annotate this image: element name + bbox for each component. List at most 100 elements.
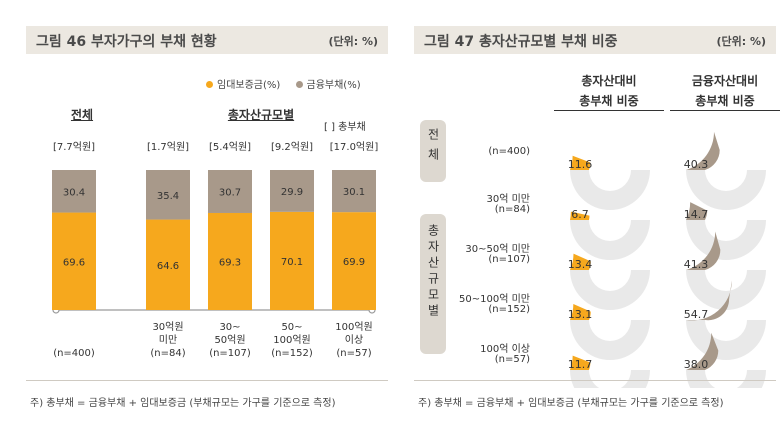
data-label-financial: 30.1 bbox=[343, 187, 365, 198]
donut-value-financial-assets bbox=[686, 280, 732, 321]
donut-value-total-assets bbox=[570, 155, 591, 170]
stacked-bar-chart: 69.6 30.4 [7.7억원] (n=400) 64.6 35.4 [1.7억원] 30억… bbox=[52, 141, 379, 359]
category-label: 30억원 bbox=[152, 321, 183, 333]
donut-background bbox=[686, 369, 766, 388]
donut-background bbox=[686, 319, 766, 360]
donut-value-total-assets bbox=[570, 253, 591, 270]
donut-value-label: 38.0 bbox=[684, 358, 709, 371]
bracket-total-debt-label: [ ] 총부채 bbox=[324, 122, 366, 133]
donut-value-total-assets bbox=[570, 211, 590, 220]
data-label-financial: 29.9 bbox=[281, 187, 303, 198]
group-size-header: 총자산규모별 bbox=[227, 108, 295, 122]
donut-background bbox=[570, 319, 650, 360]
sample-size-label: (n=400) bbox=[53, 348, 95, 359]
legend-swatch-mortgage bbox=[206, 81, 213, 88]
pill-total-text: 전체 bbox=[426, 128, 440, 168]
total-debt-label: [7.7억원] bbox=[53, 141, 95, 153]
donut-background bbox=[686, 219, 766, 260]
bar-financial bbox=[52, 170, 96, 213]
donut-value-label: 54.7 bbox=[684, 308, 709, 321]
data-label-financial: 35.4 bbox=[157, 191, 179, 202]
donut-value-label: 13.4 bbox=[568, 258, 593, 271]
figure-47-title: 그림 47 총자산규모별 부채 비중 bbox=[424, 34, 618, 50]
figure-47-panel: 그림 47 총자산규모별 부채 비중 (단위: %) 총자산대비 총부채 비중 … bbox=[414, 0, 780, 438]
figure-46-panel: 그림 46 부자가구의 부채 현황 (단위: %) 임대보증금(%) 금융부채(… bbox=[26, 0, 388, 438]
pill-total bbox=[420, 120, 446, 182]
donut-value-label: 11.6 bbox=[568, 158, 593, 171]
sample-size-label: (n=152) bbox=[271, 348, 313, 359]
data-label-financial: 30.7 bbox=[219, 187, 241, 198]
col1-header-line2: 총부채 비중 bbox=[554, 92, 664, 111]
figure-47-unit: (단위: %) bbox=[716, 35, 766, 48]
category-label: 100억원 bbox=[335, 321, 373, 333]
donut-value-label: 6.7 bbox=[571, 208, 589, 221]
figure-46-note: 주) 총부채 = 금융부채 + 임대보증금 (부채규모는 가구를 기준으로 측정… bbox=[30, 398, 336, 409]
bar-mortgage bbox=[332, 212, 376, 310]
donut-value-label: 41.3 bbox=[684, 258, 709, 271]
donut-value-financial-assets bbox=[686, 131, 720, 170]
data-label-mortgage: 69.6 bbox=[63, 257, 85, 268]
donut-value-total-assets bbox=[570, 303, 591, 320]
data-label-mortgage: 64.6 bbox=[157, 261, 179, 272]
group-total-header: 전체 bbox=[70, 108, 94, 122]
category-label: 50~ bbox=[281, 322, 302, 333]
donut-background bbox=[570, 169, 650, 210]
figure-46-rule bbox=[26, 380, 388, 381]
row-category-label: 100억 이상 bbox=[480, 344, 530, 355]
legend-label-mortgage: 임대보증금(%) bbox=[217, 80, 281, 91]
row-category-label: 30~50억 미만 bbox=[465, 244, 530, 255]
category-label: 이상 bbox=[345, 334, 363, 346]
donut-background bbox=[686, 169, 766, 210]
figure-46-title: 그림 46 부자가구의 부채 현황 bbox=[36, 34, 217, 50]
row-category-label: 30억 미만 bbox=[486, 194, 530, 205]
figure-46-unit: (단위: %) bbox=[328, 35, 378, 48]
category-label: 50억원 bbox=[214, 334, 245, 346]
half-donut-charts: 11.6 40.3 6.7 14.7 13.4 41.3 13.1 54.7 11.7 38.0 bbox=[568, 131, 766, 388]
donut-background bbox=[570, 269, 650, 310]
figure-46-legend: 임대보증금(%) 금융부채(%) bbox=[206, 76, 361, 91]
category-label: 100억원 bbox=[273, 334, 311, 346]
sample-size-label: (n=84) bbox=[150, 348, 185, 359]
figure-47-rule bbox=[414, 380, 776, 381]
figure-46-title-bar: 그림 46 부자가구의 부채 현황 (단위: %) bbox=[26, 26, 388, 54]
bar-mortgage bbox=[208, 212, 252, 310]
col1-header-line1: 총자산대비 bbox=[581, 74, 637, 88]
legend-item-financial: 금융부채(%) bbox=[295, 80, 361, 91]
row-sample-size-label: (n=107) bbox=[488, 254, 530, 265]
bar-financial bbox=[332, 170, 376, 213]
bar-financial bbox=[146, 170, 190, 220]
donut-value-label: 40.3 bbox=[684, 158, 709, 171]
donut-background bbox=[686, 269, 766, 310]
figure-47-note: 주) 총부채 = 금융부채 + 임대보증금 (부채규모는 가구를 기준으로 측정… bbox=[418, 398, 724, 409]
row-sample-size-label: (n=84) bbox=[494, 204, 530, 215]
total-debt-label: [1.7억원] bbox=[147, 141, 189, 153]
data-label-mortgage: 69.9 bbox=[343, 257, 365, 268]
figure-47-title-bar: 그림 47 총자산규모별 부채 비중 (단위: %) bbox=[414, 26, 776, 54]
legend-swatch-financial bbox=[295, 81, 303, 88]
donut-background bbox=[570, 219, 650, 260]
bar-mortgage bbox=[52, 212, 96, 310]
sample-size-label: (n=57) bbox=[336, 348, 371, 359]
sample-size-label: (n=107) bbox=[209, 348, 251, 359]
col2-header-line1: 금융자산대비 bbox=[691, 74, 759, 88]
donut-value-label: 14.7 bbox=[684, 208, 709, 221]
donut-value-label: 11.7 bbox=[568, 358, 593, 371]
data-label-mortgage: 69.3 bbox=[219, 257, 241, 268]
donut-value-financial-assets bbox=[686, 231, 721, 270]
bar-financial bbox=[208, 170, 252, 213]
donut-value-total-assets bbox=[570, 355, 591, 370]
col2-header-line2: 총부채 비중 bbox=[670, 92, 780, 111]
data-label-financial: 30.4 bbox=[63, 187, 85, 198]
legend-label-financial: 금융부채(%) bbox=[306, 80, 361, 91]
total-debt-label: [9.2억원] bbox=[271, 141, 313, 153]
donut-value-financial-assets bbox=[686, 332, 719, 370]
total-debt-label: [17.0억원] bbox=[330, 141, 379, 153]
donut-value-financial-assets bbox=[686, 202, 708, 220]
donut-background bbox=[570, 369, 650, 388]
bar-financial bbox=[270, 170, 314, 212]
pill-size-text: 총자산규모별 bbox=[426, 224, 440, 320]
bar-mortgage bbox=[146, 219, 190, 310]
legend-item-mortgage: 임대보증금(%) bbox=[206, 80, 280, 91]
row-sample-size-label: (n=152) bbox=[488, 304, 530, 315]
donut-value-label: 13.1 bbox=[568, 308, 593, 321]
